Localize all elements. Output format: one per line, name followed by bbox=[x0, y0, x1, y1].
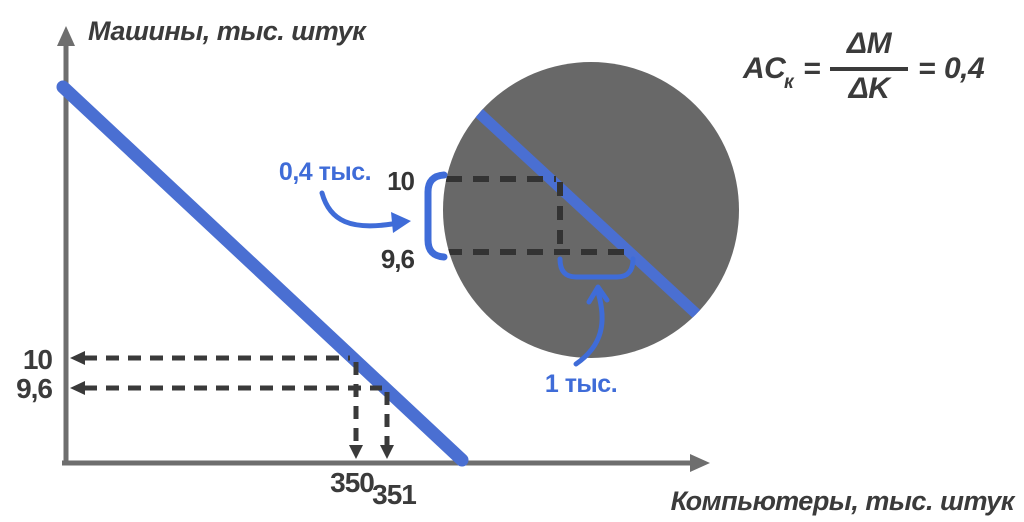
delta-x-label: 1 тыс. bbox=[545, 370, 617, 398]
y-tick-10: 10 bbox=[23, 344, 53, 375]
delta-y-label: 0,4 тыс. bbox=[279, 158, 371, 186]
zoom-tick-10: 10 bbox=[387, 166, 414, 196]
delta-y-arrowhead-icon bbox=[391, 212, 411, 233]
guide-h-10-arrow-icon bbox=[70, 351, 85, 365]
formula-eq1: = bbox=[803, 52, 820, 85]
y-tick-96: 9,6 bbox=[16, 373, 52, 404]
delta-x-brace-icon bbox=[557, 256, 636, 280]
ppf-line bbox=[56, 80, 469, 467]
delta-x-arrow-icon bbox=[573, 289, 605, 367]
zoom-inset-group: 10 9,6 bbox=[381, 62, 739, 358]
formula-subscript: к bbox=[784, 72, 795, 93]
delta-y-bracket-icon bbox=[424, 171, 448, 261]
x-axis-arrow-icon bbox=[690, 454, 710, 472]
guide-v-350-arrow-icon bbox=[349, 445, 363, 459]
guide-lines-group bbox=[70, 351, 394, 459]
formula-denominator: ΔK bbox=[848, 72, 893, 105]
x-axis-title: Компьютеры, тыс. штук bbox=[671, 486, 1016, 516]
zoom-ppf-line bbox=[448, 83, 720, 337]
delta-x-arrowhead-icon bbox=[586, 284, 610, 305]
axes-group bbox=[57, 26, 710, 472]
formula-group: AC к = ΔM ΔK = 0,4 bbox=[742, 27, 986, 105]
x-tick-351: 351 bbox=[372, 479, 416, 510]
y-axis-title: Машины, тыс. штук bbox=[88, 16, 367, 46]
formula-name: AC bbox=[742, 52, 787, 85]
formula-value: 0,4 bbox=[944, 52, 985, 85]
y-axis-arrow-icon bbox=[57, 26, 75, 46]
formula-eq2: = bbox=[918, 52, 935, 85]
guide-v-351-arrow-icon bbox=[380, 445, 394, 459]
x-tick-350: 350 bbox=[330, 467, 374, 498]
guide-h-96-arrow-icon bbox=[70, 381, 85, 395]
zoom-tick-96: 9,6 bbox=[381, 244, 415, 274]
formula-numerator: ΔM bbox=[846, 27, 893, 60]
delta-y-arrow-icon bbox=[319, 190, 395, 229]
